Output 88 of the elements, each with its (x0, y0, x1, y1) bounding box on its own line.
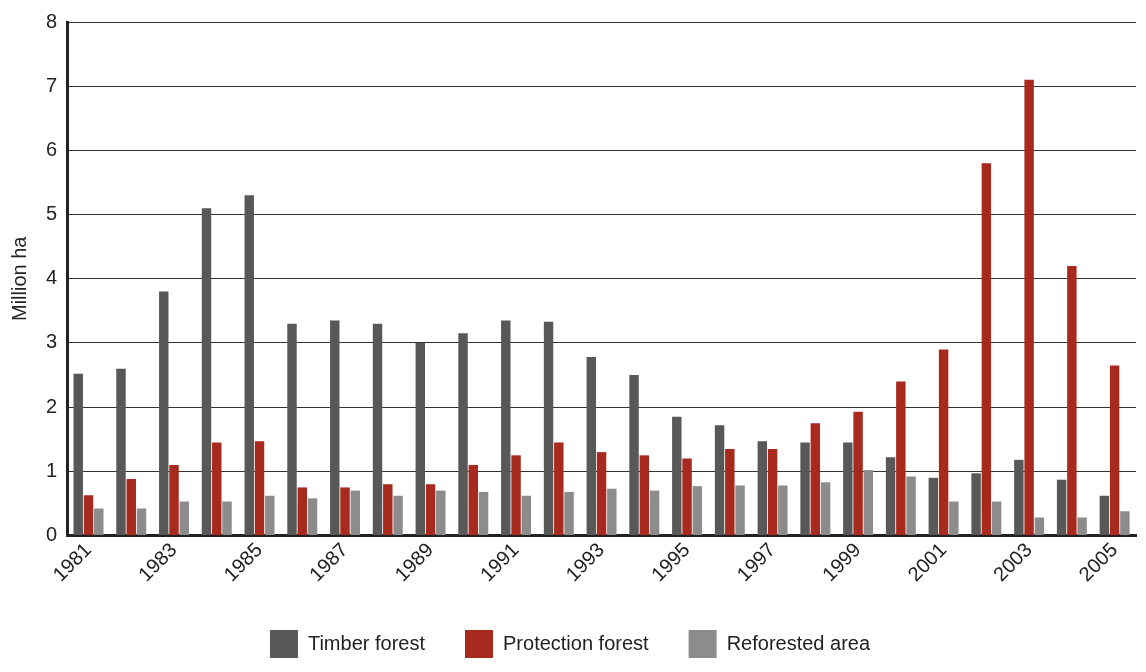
bar (596, 452, 607, 536)
bar (116, 368, 126, 536)
bar (778, 485, 788, 536)
bar (692, 486, 703, 536)
y-axis-title: Million ha (7, 235, 30, 322)
bar (554, 442, 564, 536)
bar (415, 342, 425, 536)
bar (629, 375, 639, 536)
bar (639, 455, 650, 536)
bar (521, 495, 532, 536)
bar (863, 470, 874, 536)
bar (896, 381, 906, 536)
bar (265, 495, 275, 536)
bar (458, 333, 468, 536)
y-tick-label: 3 (46, 330, 58, 353)
bar (201, 208, 212, 536)
bar (254, 441, 265, 536)
bar (340, 487, 350, 536)
bar (179, 501, 189, 536)
bar (1014, 459, 1024, 536)
bar (885, 457, 896, 536)
y-tick-label: 0 (46, 523, 58, 546)
bar (330, 320, 340, 536)
bar (350, 490, 361, 536)
y-tick-label: 6 (46, 137, 58, 160)
bar (853, 411, 863, 536)
bar (649, 490, 660, 536)
bar (1024, 79, 1034, 536)
bar (1099, 495, 1110, 536)
y-tick-label: 4 (46, 266, 58, 289)
bar (307, 498, 318, 536)
bar (735, 485, 745, 536)
bar (906, 476, 916, 536)
bar (981, 163, 992, 536)
legend-label: Protection forest (503, 631, 650, 654)
bar (820, 482, 831, 536)
bar (511, 455, 521, 536)
bar (543, 321, 554, 536)
bar (928, 477, 939, 536)
bar (73, 373, 83, 536)
bar (169, 464, 179, 536)
bar (714, 425, 725, 536)
y-tick-label: 8 (46, 9, 58, 32)
bar (126, 479, 136, 536)
bar (136, 508, 147, 536)
bar (810, 423, 821, 536)
bar (843, 442, 853, 536)
bar (1067, 265, 1077, 536)
bar (767, 448, 778, 536)
bar (682, 458, 692, 536)
bar (1120, 511, 1130, 536)
bar (672, 416, 682, 536)
bar (1056, 479, 1067, 536)
bar (94, 508, 104, 536)
bar (478, 491, 489, 536)
bar (83, 495, 94, 536)
bar (586, 357, 597, 536)
bar (297, 487, 307, 536)
bar (425, 484, 436, 536)
legend-label: Reforested area (726, 631, 871, 654)
y-tick-label: 7 (46, 73, 58, 96)
bar (1034, 517, 1045, 536)
bar (501, 320, 511, 536)
bar (383, 484, 393, 536)
bar (159, 291, 169, 536)
bar (468, 464, 479, 536)
bar (1077, 517, 1087, 536)
y-tick-label: 1 (46, 458, 58, 481)
bar (372, 323, 383, 536)
bar (938, 349, 949, 536)
bar (757, 441, 768, 536)
y-tick-label: 5 (46, 202, 58, 225)
bar (564, 491, 574, 536)
bar (212, 442, 222, 536)
legend-label: Timber forest (307, 631, 426, 654)
bar (800, 442, 810, 536)
bar (607, 488, 617, 536)
bar (1109, 365, 1120, 536)
bar (725, 448, 735, 536)
bar (436, 490, 446, 536)
bar (971, 473, 981, 536)
bar (222, 501, 232, 536)
bar (287, 323, 297, 536)
bar (244, 195, 254, 536)
bar (393, 495, 403, 536)
y-tick-label: 2 (46, 394, 58, 417)
bar (949, 501, 959, 536)
bar (991, 501, 1002, 536)
